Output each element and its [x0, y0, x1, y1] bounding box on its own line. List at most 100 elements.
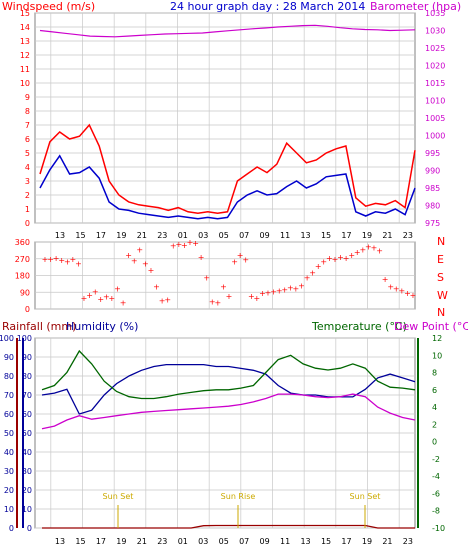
windspeed-axis-label: Windspeed (m/s)	[2, 0, 95, 13]
temperature-tick-label: -4	[432, 472, 440, 481]
x-tick-label: 15	[75, 231, 85, 240]
temperature-tick-label: -10	[432, 524, 445, 533]
direction-point: +	[220, 283, 227, 292]
x-tick-label: 03	[198, 537, 208, 546]
direction-point: +	[86, 291, 93, 300]
barometer-tick-label: 1000	[425, 132, 445, 141]
direction-point: +	[170, 242, 177, 251]
direction-point: +	[270, 287, 277, 296]
direction-point: +	[142, 259, 149, 268]
windspeed-tick-label: 11	[20, 65, 30, 74]
direction-point: +	[75, 259, 82, 268]
x-tick-label: 11	[280, 537, 290, 546]
series-line-rainfall	[42, 524, 415, 529]
rainfall-tick-label: 30	[4, 467, 14, 476]
direction-point: +	[70, 255, 77, 264]
humidity-tick-label: 10	[22, 505, 32, 514]
sun-marker-label: Sun Rise	[221, 492, 256, 501]
windspeed-tick-label: 12	[20, 51, 30, 60]
direction-point: +	[226, 292, 233, 301]
direction-point: +	[298, 282, 305, 291]
direction-point: +	[376, 246, 383, 255]
series-line-humidity	[41, 363, 416, 415]
x-tick-label: 05	[219, 537, 229, 546]
direction-point: +	[203, 273, 210, 282]
direction-point: +	[371, 244, 378, 253]
humidity-tick-label: 20	[22, 486, 32, 495]
windspeed-tick-label: 5	[25, 149, 30, 158]
barometer-tick-label: 1005	[425, 114, 445, 123]
compass-label: E	[437, 253, 444, 266]
x-tick-label: 13	[55, 231, 65, 240]
direction-point: +	[92, 287, 99, 296]
windspeed-tick-label: 8	[25, 107, 30, 116]
direction-point: +	[214, 298, 221, 307]
windspeed-tick-label: 10	[20, 79, 30, 88]
temperature-axis-label: Temperature (°C)	[311, 320, 407, 333]
windspeed-tick-label: 15	[20, 9, 30, 18]
temperature-tick-label: -2	[432, 455, 440, 464]
x-tick-label: 15	[321, 537, 331, 546]
rainfall-tick-label: 60	[4, 410, 14, 419]
direction-point: +	[81, 294, 88, 303]
x-tick-label: 05	[219, 231, 229, 240]
x-tick-label: 23	[157, 231, 167, 240]
windspeed-tick-label: 4	[25, 163, 30, 172]
direction-point: +	[136, 245, 143, 254]
direction-point: +	[410, 291, 417, 300]
humidity-tick-label: 70	[22, 391, 32, 400]
direction-point: +	[265, 288, 272, 297]
windspeed-tick-label: 1	[25, 205, 30, 214]
humidity-tick-label: 100	[17, 334, 32, 343]
rainfall-tick-label: 90	[4, 353, 14, 362]
x-tick-label: 13	[300, 537, 310, 546]
rainfall-tick-label: 100	[0, 334, 14, 343]
direction-point: +	[58, 256, 65, 265]
windspeed-tick-label: 6	[25, 135, 30, 144]
x-tick-label: 17	[341, 537, 351, 546]
temperature-tick-label: 10	[432, 351, 442, 360]
x-tick-label: 19	[362, 537, 372, 546]
direction-point: +	[276, 286, 283, 295]
series-line-barometer	[39, 24, 416, 38]
direction-point: +	[109, 294, 116, 303]
series-line-average	[39, 154, 416, 220]
direction-point: +	[398, 286, 405, 295]
x-tick-label: 09	[260, 537, 270, 546]
compass-label: S	[437, 271, 444, 284]
x-tick-label: 21	[137, 537, 147, 546]
x-tick-label: 17	[96, 537, 106, 546]
direction-point: +	[404, 289, 411, 298]
direction-point: +	[175, 240, 182, 249]
direction-point: +	[42, 255, 49, 264]
direction-point: +	[254, 294, 261, 303]
direction-point: +	[153, 283, 160, 292]
direction-point: +	[326, 254, 333, 263]
direction-point: +	[181, 241, 188, 250]
series-line-dew-point	[41, 393, 416, 430]
series-line-gust	[39, 123, 416, 214]
barometer-tick-label: 990	[425, 167, 440, 176]
direction-point: +	[343, 254, 350, 263]
direction-point: +	[287, 284, 294, 293]
barometer-tick-label: 1030	[425, 27, 445, 36]
direction-point: +	[148, 266, 155, 275]
humidity-tick-label: 80	[22, 372, 32, 381]
direction-point: +	[237, 251, 244, 260]
direction-point: +	[359, 245, 366, 254]
direction-point: +	[315, 262, 322, 271]
windspeed-tick-label: 14	[20, 23, 30, 32]
compass-label: N	[437, 235, 445, 248]
series-line-temperature	[41, 349, 416, 400]
direction-point: +	[159, 297, 166, 306]
barometer-tick-label: 1020	[425, 62, 445, 71]
x-tick-label: 11	[280, 231, 290, 240]
barometer-tick-label: 1025	[425, 44, 445, 53]
direction-point: +	[354, 248, 361, 257]
direction-tick-label: 0	[25, 305, 30, 314]
x-tick-label: 07	[239, 537, 249, 546]
humidity-tick-label: 60	[22, 410, 32, 419]
x-tick-label: 21	[137, 231, 147, 240]
direction-point: +	[309, 269, 316, 278]
